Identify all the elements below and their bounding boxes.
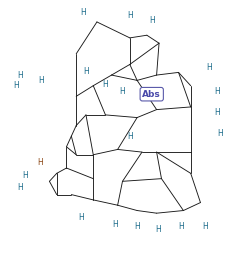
Text: H: H	[83, 66, 89, 76]
Text: H: H	[206, 62, 212, 72]
Text: H: H	[127, 10, 133, 19]
Text: H: H	[202, 222, 208, 231]
Text: H: H	[17, 70, 23, 80]
Text: H: H	[38, 76, 44, 85]
Text: H: H	[127, 132, 133, 141]
Text: H: H	[78, 213, 84, 222]
Text: H: H	[80, 8, 86, 17]
Text: H: H	[134, 222, 140, 231]
Text: H: H	[217, 129, 223, 138]
Text: H: H	[112, 220, 118, 229]
Text: H: H	[149, 16, 155, 25]
Text: H: H	[22, 171, 28, 180]
Text: H: H	[120, 87, 125, 96]
Text: H: H	[215, 108, 220, 117]
Text: H: H	[155, 225, 161, 234]
Text: H: H	[37, 158, 43, 167]
Text: H: H	[215, 87, 220, 96]
Text: Abs: Abs	[142, 90, 161, 99]
Text: H: H	[13, 81, 19, 90]
Text: H: H	[103, 80, 108, 89]
Text: H: H	[178, 222, 184, 231]
Text: H: H	[17, 183, 23, 193]
